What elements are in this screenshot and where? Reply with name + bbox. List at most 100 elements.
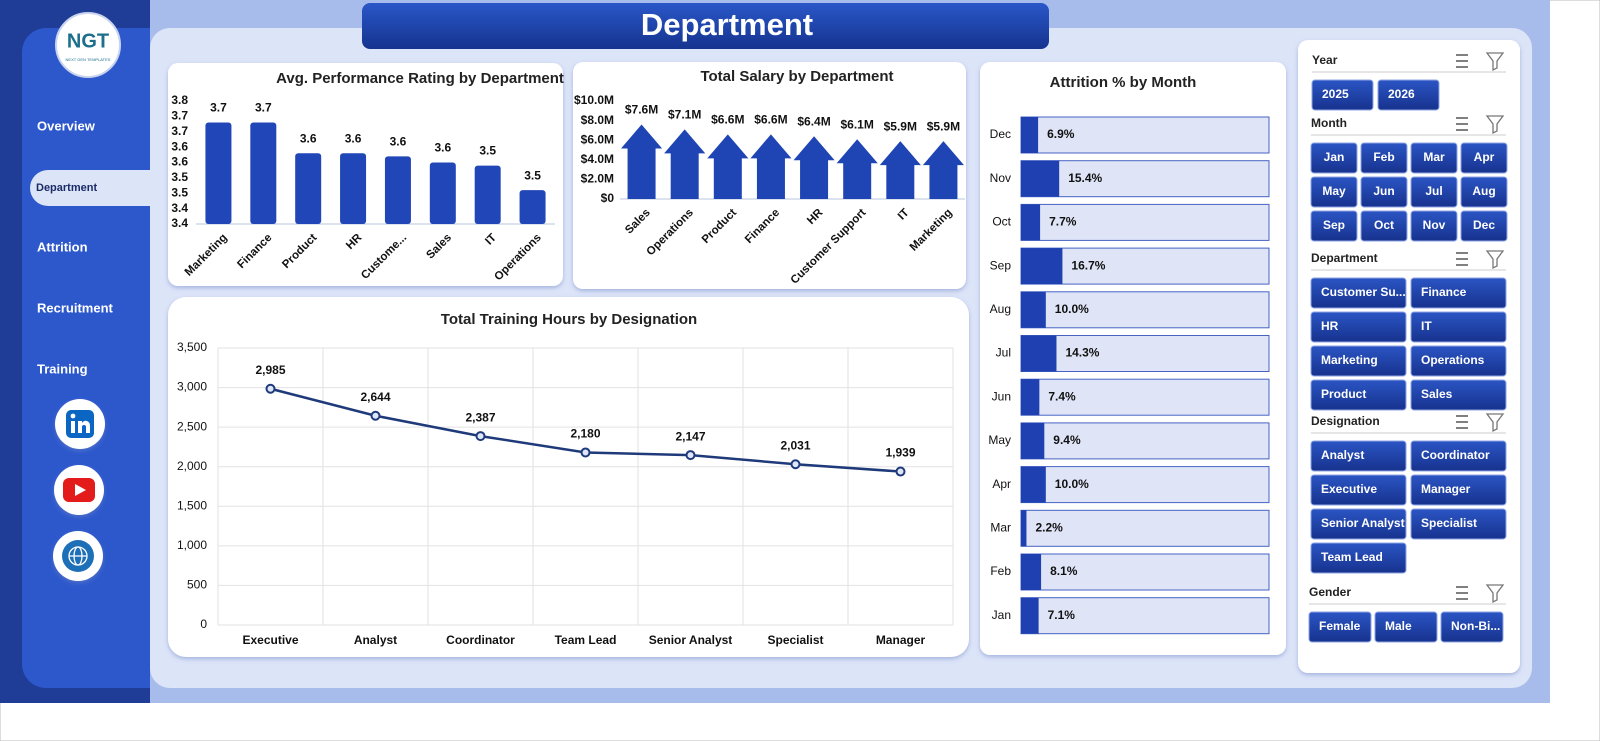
slicer-item[interactable]: IT xyxy=(1421,319,1432,333)
value-label: $6.6M xyxy=(711,112,744,126)
slicer-item[interactable]: Feb xyxy=(1373,150,1394,164)
linkedin-icon[interactable] xyxy=(55,399,105,449)
nav-item[interactable]: Training xyxy=(37,361,88,376)
slicer-button[interactable] xyxy=(1310,176,1358,208)
slicer-item[interactable]: Oct xyxy=(1374,218,1394,232)
slicer-item[interactable]: Marketing xyxy=(1321,353,1378,367)
slicer-item[interactable]: Manager xyxy=(1421,482,1471,496)
slicer-button[interactable] xyxy=(1460,210,1508,242)
slicer-item[interactable]: Non-Bi... xyxy=(1451,619,1500,633)
slicer-item[interactable]: Finance xyxy=(1421,285,1467,299)
slicer-button[interactable] xyxy=(1410,210,1458,242)
slicer-item[interactable]: Male xyxy=(1385,619,1412,633)
slicer-item[interactable]: Specialist xyxy=(1421,516,1477,530)
slicer-button[interactable] xyxy=(1310,142,1358,174)
slicer-item[interactable]: Mar xyxy=(1423,150,1445,164)
slicer-item[interactable]: HR xyxy=(1321,319,1339,333)
slicer-item[interactable]: Coordinator xyxy=(1421,448,1490,462)
slicer-item[interactable]: 2025 xyxy=(1322,87,1349,101)
icon-glyph xyxy=(71,421,75,433)
slicer-item[interactable]: Analyst xyxy=(1321,448,1364,462)
slicer-button[interactable] xyxy=(1410,508,1507,540)
slicer-button[interactable] xyxy=(1310,277,1407,309)
arrow-bar xyxy=(750,134,792,199)
y-tick-label: $2.0M xyxy=(581,172,614,186)
web-icon[interactable] xyxy=(53,531,103,581)
clear-filter-icon[interactable] xyxy=(1485,584,1505,604)
slicer-button[interactable] xyxy=(1310,379,1407,411)
nav-item[interactable]: Overview xyxy=(37,118,96,133)
slicer-button[interactable] xyxy=(1374,611,1438,643)
slicer-button[interactable] xyxy=(1310,508,1407,540)
slicer-button[interactable] xyxy=(1460,176,1508,208)
slicer-button[interactable] xyxy=(1410,311,1507,343)
slicer-button[interactable] xyxy=(1310,474,1407,506)
nav-item[interactable]: Attrition xyxy=(37,239,88,254)
slicer-button[interactable] xyxy=(1460,142,1508,174)
slicer-item[interactable]: Sep xyxy=(1323,218,1345,232)
slicer-button[interactable] xyxy=(1410,176,1458,208)
slicer-item[interactable]: Senior Analyst xyxy=(1321,516,1405,530)
slicer-button[interactable] xyxy=(1360,176,1408,208)
slicer-item[interactable]: Sales xyxy=(1421,387,1453,401)
title-banner xyxy=(362,3,1049,49)
slicer-item[interactable]: May xyxy=(1322,184,1346,198)
bar xyxy=(474,165,501,224)
slicer-button[interactable] xyxy=(1360,142,1408,174)
slicer-button[interactable] xyxy=(1310,311,1407,343)
slicer-item[interactable]: Apr xyxy=(1474,150,1495,164)
point xyxy=(370,410,381,421)
page-title: Department xyxy=(641,7,813,42)
bar xyxy=(384,156,411,224)
slicer-item[interactable]: Aug xyxy=(1472,184,1495,198)
bar xyxy=(1021,160,1060,197)
slicer-button[interactable] xyxy=(1310,542,1407,574)
slicer-button[interactable] xyxy=(1310,210,1358,242)
slicer-button[interactable] xyxy=(1310,345,1407,377)
value-label: 3.5 xyxy=(524,168,541,182)
slicer-item[interactable]: Jun xyxy=(1373,184,1394,198)
slicer-button[interactable] xyxy=(1440,611,1504,643)
slicer-button[interactable] xyxy=(1377,79,1440,111)
slicer-button[interactable] xyxy=(1360,210,1408,242)
slicer-button[interactable] xyxy=(1410,474,1507,506)
slicer-item[interactable]: Operations xyxy=(1421,353,1485,367)
bar xyxy=(1021,379,1040,416)
slicer-button[interactable] xyxy=(1410,345,1507,377)
value-label: $6.6M xyxy=(754,112,787,126)
slicer-button[interactable] xyxy=(1310,440,1407,472)
slicer-item[interactable]: Jan xyxy=(1324,150,1345,164)
slicer-button[interactable] xyxy=(1410,142,1458,174)
y-tick-label: $10.0M xyxy=(574,93,614,107)
icon-glyph xyxy=(70,413,76,419)
youtube-icon[interactable] xyxy=(54,465,104,515)
clear-filter-icon[interactable] xyxy=(1485,413,1505,433)
clear-filter-icon[interactable] xyxy=(1485,250,1505,270)
nav-item[interactable]: Recruitment xyxy=(37,300,114,315)
slicer-item[interactable]: Nov xyxy=(1423,218,1446,232)
slicer-item[interactable]: Executive xyxy=(1321,482,1377,496)
nav-selected-tab xyxy=(30,170,150,206)
bar xyxy=(1021,291,1046,328)
slicer-item[interactable]: Product xyxy=(1321,387,1366,401)
slicer-item[interactable]: Dec xyxy=(1473,218,1495,232)
value-label: 7.7% xyxy=(1049,215,1077,229)
arrow-bar xyxy=(621,124,663,199)
slicer-item[interactable]: Female xyxy=(1319,619,1361,633)
slicer-button[interactable] xyxy=(1311,79,1374,111)
arrow-bar xyxy=(879,141,921,199)
slicer-item[interactable]: Team Lead xyxy=(1321,550,1383,564)
clear-filter-icon[interactable] xyxy=(1485,115,1505,135)
slicer-item[interactable]: Jul xyxy=(1425,184,1442,198)
slicer-button[interactable] xyxy=(1308,611,1372,643)
icon-glyph xyxy=(78,420,90,433)
slicer-button[interactable] xyxy=(1410,440,1507,472)
y-tick-label: Sep xyxy=(990,258,1012,272)
slicer-item[interactable]: Customer Su... xyxy=(1321,285,1406,299)
clear-filter-icon[interactable] xyxy=(1485,52,1505,72)
slicer-button[interactable] xyxy=(1410,277,1507,309)
slicer-button[interactable] xyxy=(1410,379,1507,411)
nav-item[interactable]: Department xyxy=(36,182,97,194)
slicer-item[interactable]: 2026 xyxy=(1388,87,1415,101)
